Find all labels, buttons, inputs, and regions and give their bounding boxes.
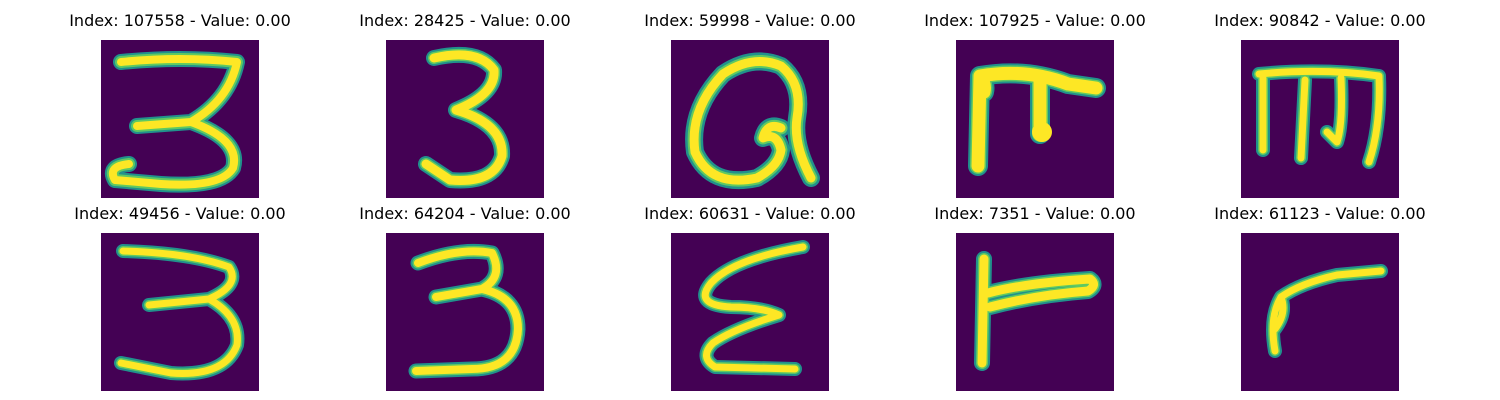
panel-title: Index: 59998 - Value: 0.00: [644, 11, 856, 30]
stroke-core: [1269, 267, 1385, 355]
panel-title: Index: 60631 - Value: 0.00: [644, 204, 856, 223]
panel-title: Index: 28425 - Value: 0.00: [359, 11, 571, 30]
stroke-core: [412, 247, 522, 375]
panel-title: Index: 107558 - Value: 0.00: [69, 11, 291, 30]
panel-2: Index: 28425 - Value: 0.00: [345, 7, 585, 198]
panel-title: Index: 64204 - Value: 0.00: [359, 204, 571, 223]
panel-7: Index: 64204 - Value: 0.00: [345, 200, 585, 391]
panel-9: Index: 7351 - Value: 0.00: [915, 200, 1155, 391]
image-background: [1241, 233, 1399, 391]
stroke-core: [421, 50, 507, 185]
panel-title: Index: 7351 - Value: 0.00: [934, 204, 1136, 223]
panel-title: Index: 61123 - Value: 0.00: [1214, 204, 1426, 223]
stroke-core: [971, 66, 1103, 173]
digit-3-image: [386, 40, 544, 198]
panel-title: Index: 107925 - Value: 0.00: [924, 11, 1146, 30]
digit-3-image: [101, 233, 259, 391]
panel-title: Index: 49456 - Value: 0.00: [74, 204, 286, 223]
stroke-blob: [1032, 122, 1052, 142]
panel-4: Index: 107925 - Value: 0.00: [915, 7, 1155, 198]
panel-8: Index: 60631 - Value: 0.00: [630, 200, 870, 391]
stroke-core: [689, 57, 816, 185]
panel-3: Index: 59998 - Value: 0.00: [630, 7, 870, 198]
stroke-core: [701, 243, 807, 373]
stroke-core: [117, 247, 241, 377]
letter-r-image: [1241, 233, 1399, 391]
digit-3-image: [386, 233, 544, 391]
letter-epsilon-image: [671, 233, 829, 391]
panel-6: Index: 49456 - Value: 0.00: [60, 200, 300, 391]
panel-10: Index: 61123 - Value: 0.00: [1200, 200, 1440, 391]
stroke-core: [977, 254, 1098, 368]
digit-3-image: [101, 40, 259, 198]
stroke-core: [108, 55, 241, 189]
letter-script-f-image: [956, 40, 1114, 198]
panel-1: Index: 107558 - Value: 0.00: [60, 7, 300, 198]
stroke-core: [1255, 67, 1383, 166]
letter-r-image: [956, 233, 1114, 391]
letter-a-image: [671, 40, 829, 198]
panel-title: Index: 90842 - Value: 0.00: [1214, 11, 1426, 30]
panel-5: Index: 90842 - Value: 0.00: [1200, 7, 1440, 198]
letter-script-m-image: [1241, 40, 1399, 198]
